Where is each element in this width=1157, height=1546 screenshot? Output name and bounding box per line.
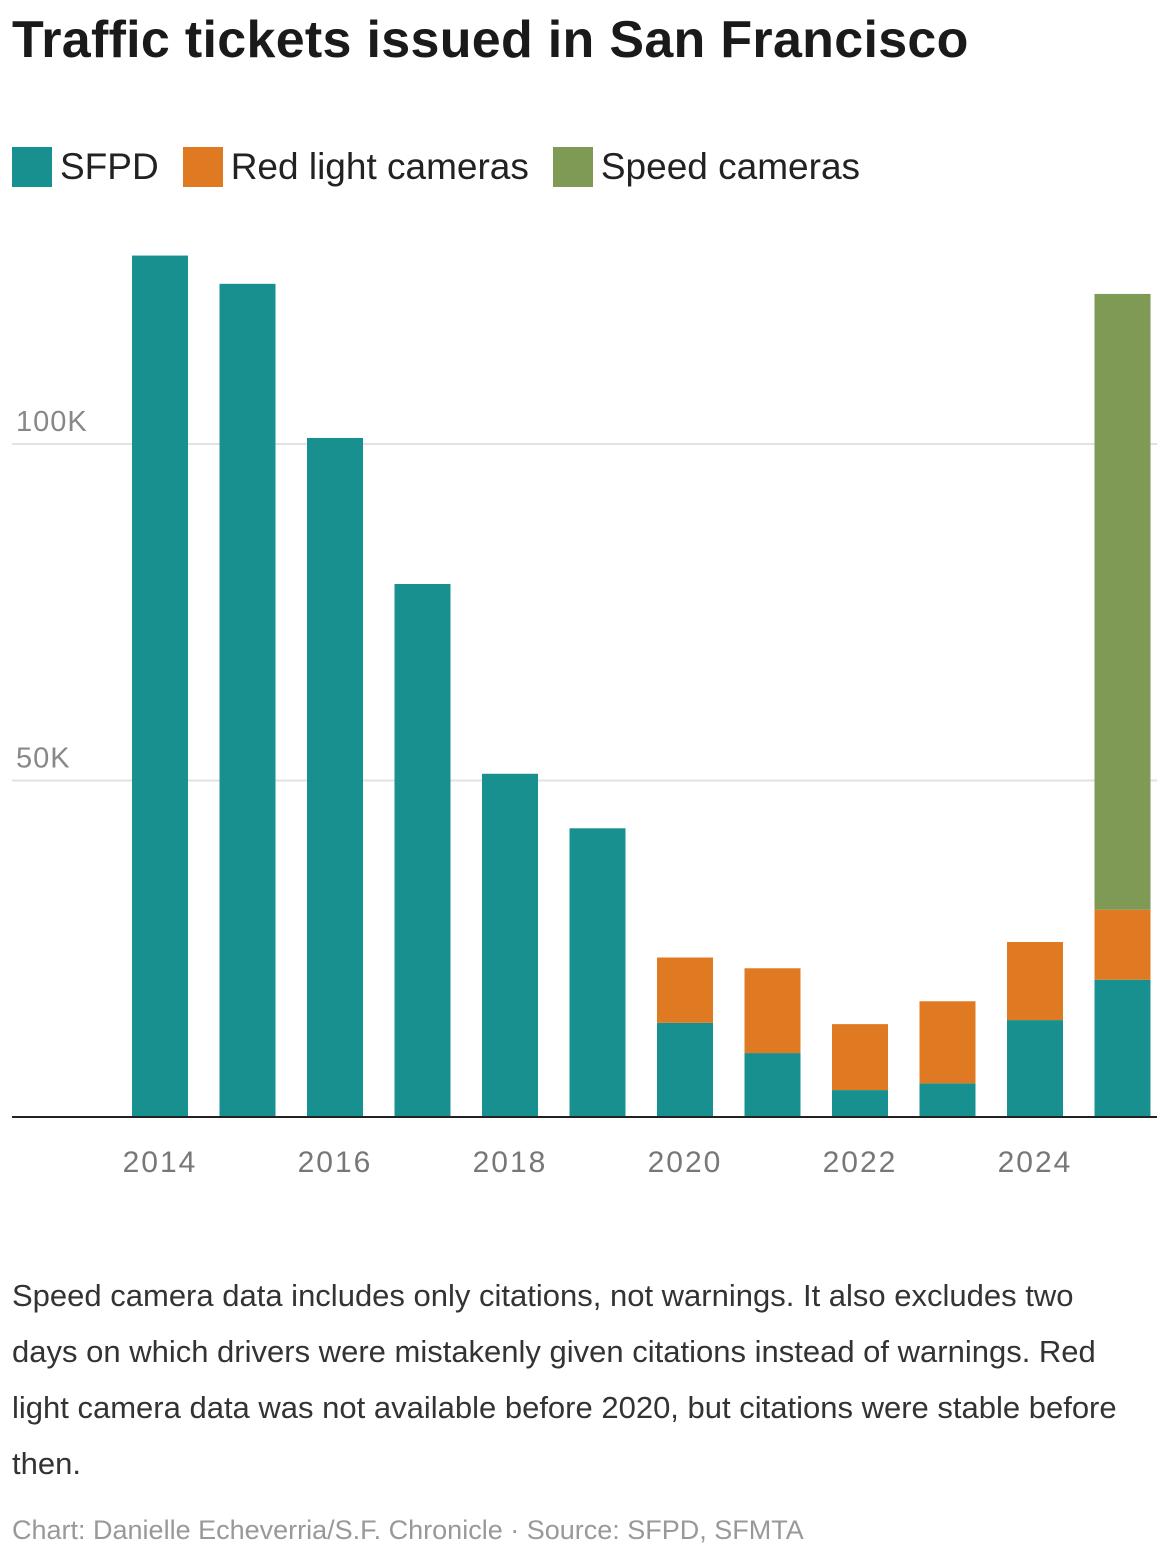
bar-sfpd-2023 (919, 1083, 976, 1117)
bar-sfpd-2017 (394, 583, 451, 1117)
bar-sfpd-2021 (744, 1053, 801, 1117)
chart-credit: Chart: Danielle Echeverria/S.F. Chronicl… (12, 1515, 804, 1545)
bar-sfpd-2025 (1094, 979, 1151, 1117)
bar-sfpd-2018 (482, 773, 538, 1117)
legend-swatch-speed (552, 147, 593, 187)
bar-speed-cameras-2025 (1094, 293, 1151, 910)
y-tick-label: 100K (16, 406, 88, 438)
bar-sfpd-2019 (569, 828, 626, 1117)
bar-chart: 50K 100K 2014 2016 2018 2020 2022 2024 (12, 255, 1157, 1179)
bar-red-light-cameras-2024 (1007, 942, 1063, 1021)
bar-red-light-cameras-2020 (657, 957, 713, 1023)
bar-red-light-cameras-2021 (744, 968, 801, 1054)
x-tick-label: 2016 (298, 1146, 373, 1179)
legend-label-speed: Speed cameras (600, 146, 861, 187)
chart-title: Traffic tickets issued in San Francisco (12, 11, 969, 69)
legend-item-red-light: Red light cameras (182, 146, 529, 188)
y-tick-label: 50K (16, 743, 71, 775)
bar-sfpd-2015 (219, 283, 276, 1117)
bar-sfpd-2020 (657, 1022, 713, 1117)
legend-label-sfpd: SFPD (60, 146, 159, 187)
x-tick-label: 2022 (823, 1146, 898, 1179)
legend-item-sfpd: SFPD (12, 146, 159, 188)
legend-item-speed: Speed cameras (552, 146, 861, 188)
bar-sfpd-2014 (132, 255, 188, 1117)
x-tick-label: 2024 (998, 1146, 1073, 1179)
bar-sfpd-2024 (1007, 1020, 1063, 1117)
x-tick-label: 2020 (648, 1146, 723, 1179)
bar-red-light-cameras-2022 (832, 1024, 888, 1091)
bar-sfpd-2016 (307, 437, 363, 1117)
x-tick-label: 2018 (473, 1146, 548, 1179)
bar-red-light-cameras-2023 (919, 1001, 976, 1084)
legend: SFPD Red light cameras Speed cameras (12, 146, 884, 188)
bar-sfpd-2022 (832, 1090, 888, 1117)
legend-swatch-red-light (182, 147, 223, 187)
bar-red-light-cameras-2025 (1094, 909, 1151, 980)
x-tick-label: 2014 (123, 1146, 198, 1179)
legend-label-red-light: Red light cameras (230, 146, 529, 187)
chart-notes: Speed camera data includes only citation… (12, 1278, 1117, 1481)
legend-swatch-sfpd (12, 147, 52, 187)
